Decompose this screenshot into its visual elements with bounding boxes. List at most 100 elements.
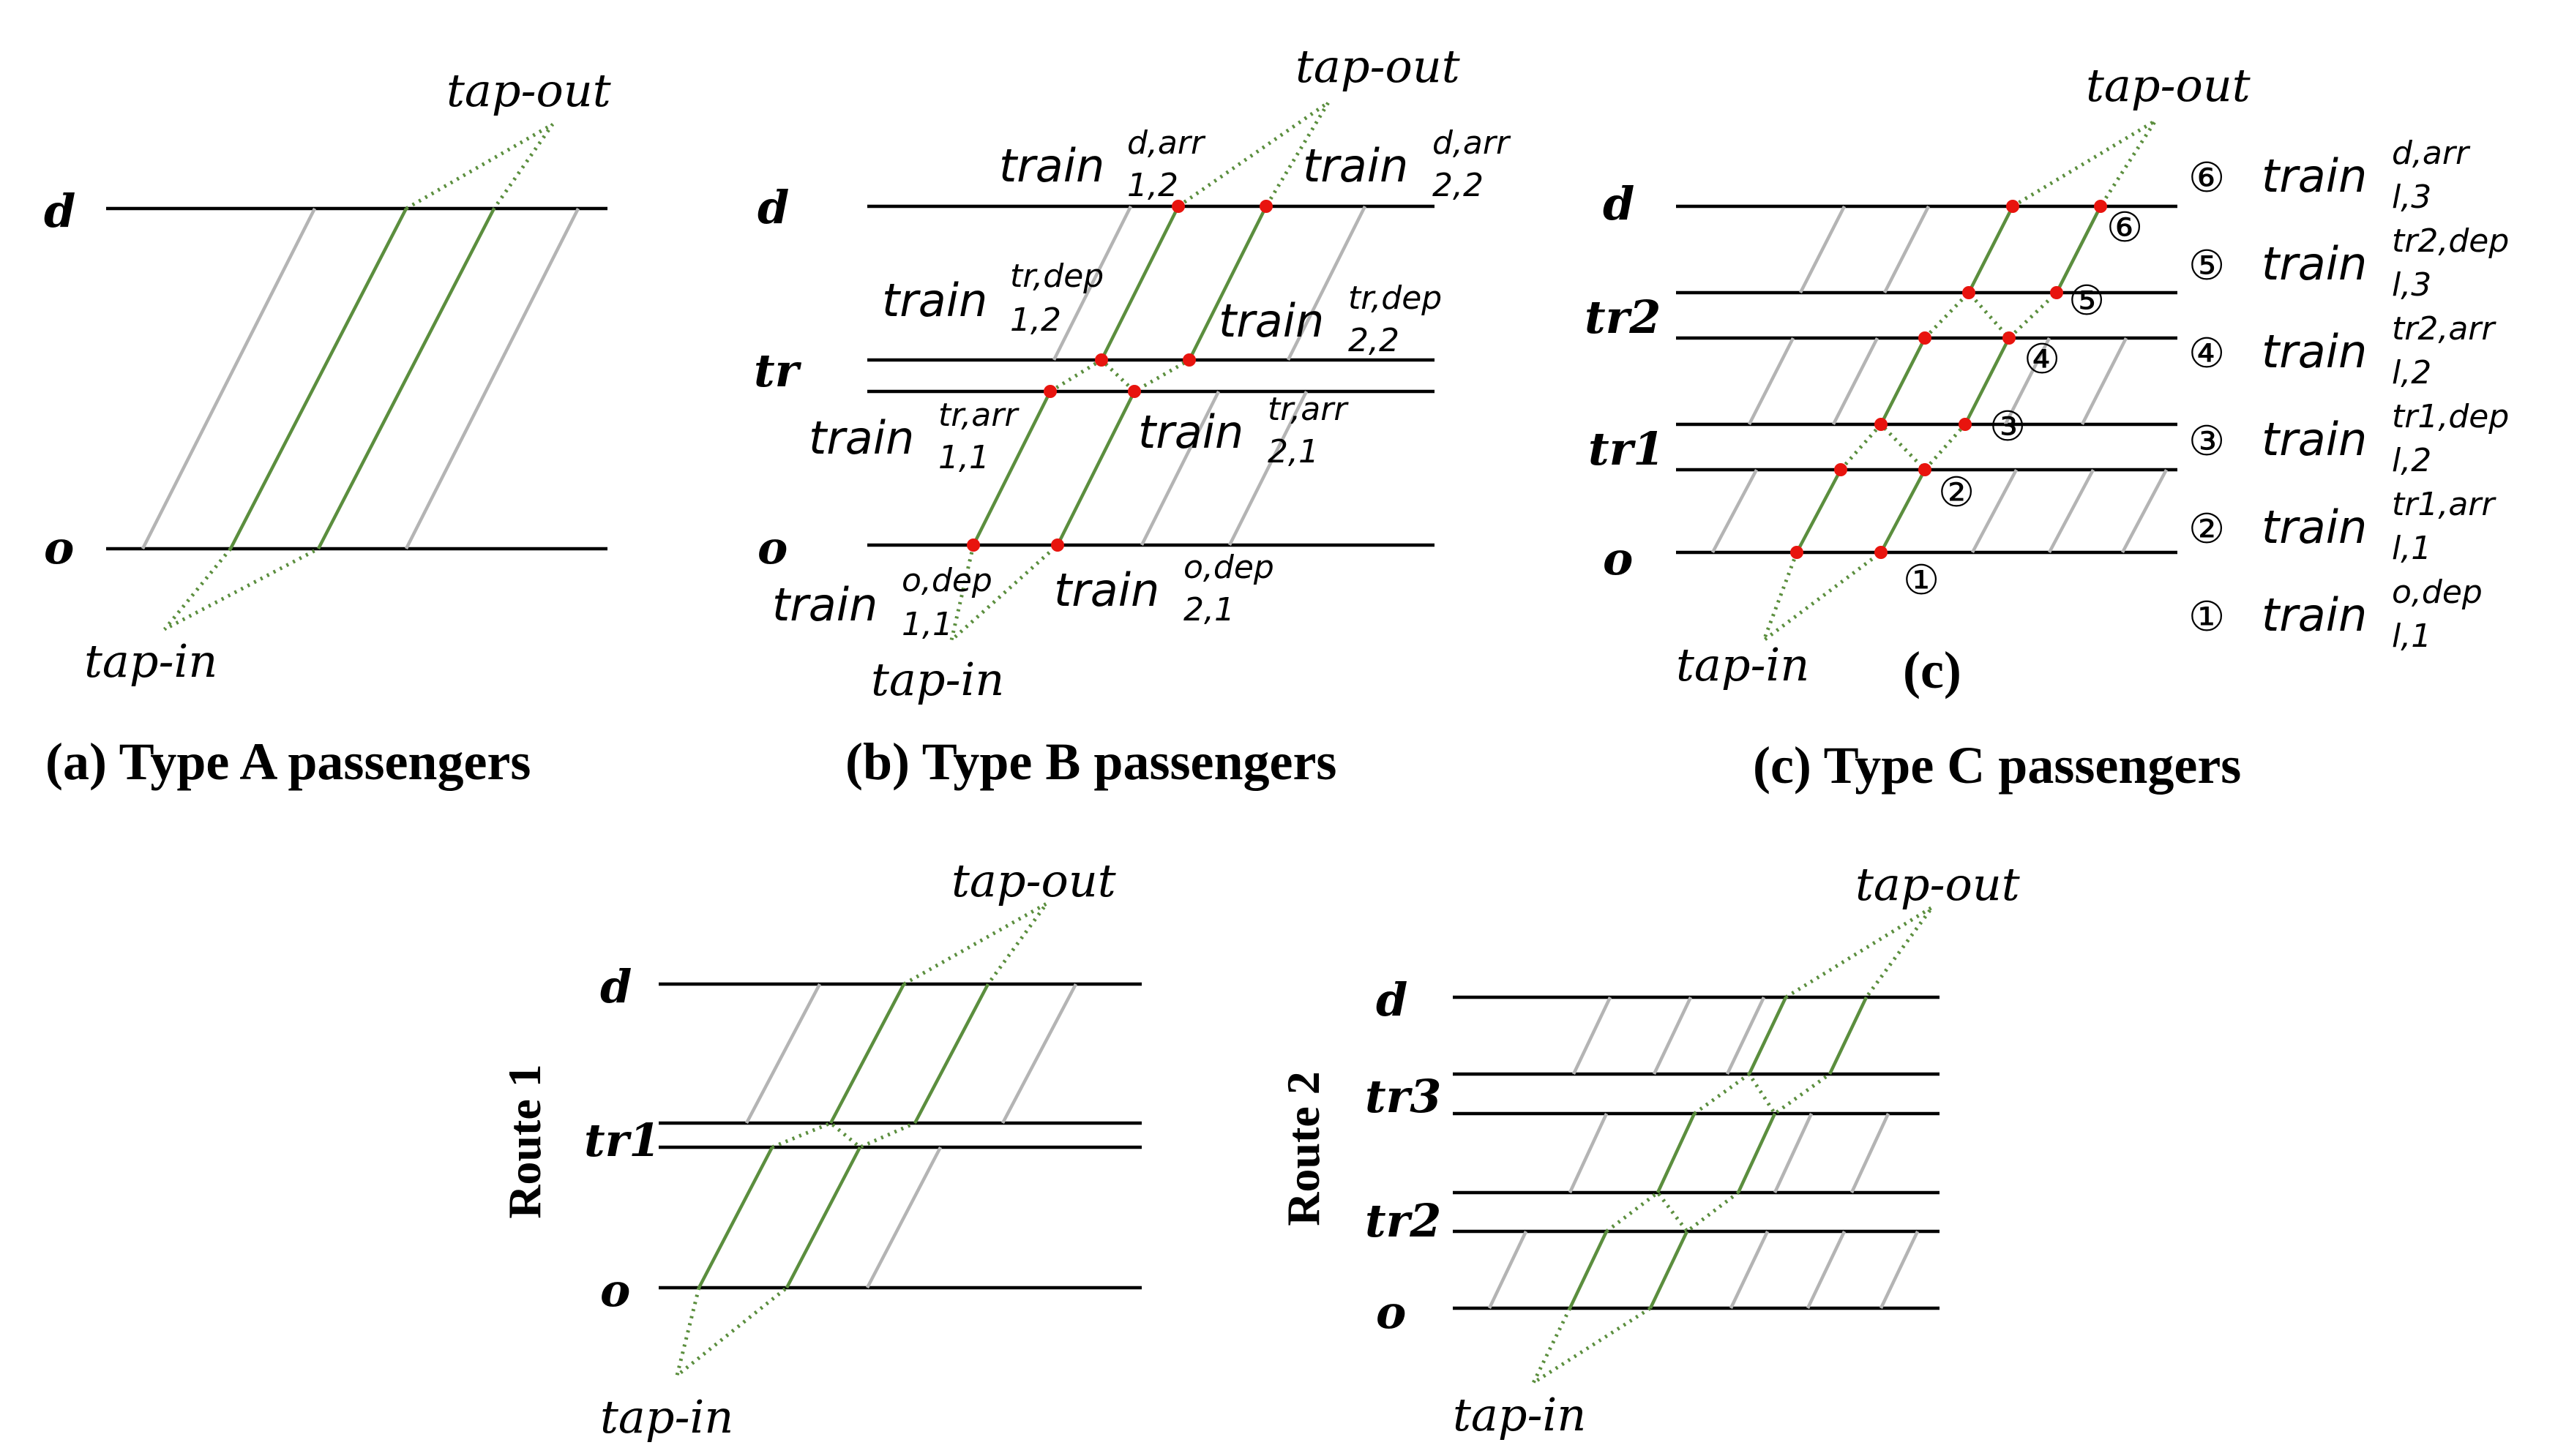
walk-tap-out: [902, 901, 1049, 986]
train-line-other: [1971, 468, 2018, 554]
legend: ⑥ train d,arr l,3 ⑤ train tr2,dep l,3 ④ …: [2188, 135, 2509, 655]
panel-b-type-b: d tr o tap-out tap-in train d,arr 1,2 tr…: [754, 40, 1511, 791]
train-line-other: [1729, 1231, 1770, 1309]
train-line-used: [1747, 997, 1788, 1075]
route-1-panel: d tr1 o tap-out tap-in Route 1: [498, 854, 1142, 1444]
marker-2: ②: [1938, 469, 1975, 517]
legend-item: ⑤ train tr2,dep l,3: [2188, 222, 2509, 304]
event-point: [1962, 286, 1975, 299]
tap-out-label: tap-out: [1295, 40, 1460, 93]
station-label-o: o: [758, 521, 788, 574]
marker-6: ⑥: [2106, 204, 2143, 252]
station-label-o: o: [1376, 1286, 1406, 1339]
event-point: [1790, 546, 1803, 559]
train-line-used: [1187, 205, 1268, 361]
legend-marker: ①: [2188, 593, 2225, 641]
train-superscript: o,dep: [1183, 549, 1274, 586]
legend-item: ③ train tr1,dep l,2: [2188, 398, 2509, 479]
train-line-other: [1831, 337, 1879, 426]
train-word: train: [2262, 588, 2367, 642]
train-subscript: l,1: [2392, 530, 2431, 567]
legend-marker: ③: [2188, 418, 2225, 465]
train-line-used: [1963, 337, 2011, 426]
train-superscript: tr,dep: [1010, 258, 1104, 295]
train-word: train: [2262, 500, 2367, 554]
train-superscript: tr2,arr: [2392, 310, 2496, 348]
train-line-other: [2080, 337, 2128, 426]
station-label-tr3: tr3: [1365, 1070, 1441, 1123]
legend-item: ④ train tr2,arr l,2: [2188, 310, 2496, 391]
panel-a-type-a: d o tap-out tap-in (a) Type A passengers: [44, 64, 611, 791]
train-line-other: [2048, 468, 2095, 554]
train-subscript: 1,2: [1010, 301, 1061, 339]
tap-in-label: tap-in: [871, 653, 1004, 706]
route-1-label: Route 1: [498, 1064, 550, 1219]
station-label-tr: tr: [754, 344, 802, 397]
train-line-other: [1568, 1113, 1609, 1193]
train-label: train tr,dep 1,2: [882, 258, 1104, 339]
legend-marker: ⑥: [2188, 154, 2225, 202]
train-line-other: [1773, 1113, 1814, 1193]
train-label: train tr,arr 1,1: [809, 397, 1020, 476]
train-word: train: [2262, 149, 2367, 203]
legend-item: ② train tr1,arr l,1: [2188, 486, 2496, 567]
legend-marker: ⑤: [2188, 242, 2225, 290]
train-word: train: [809, 411, 914, 465]
train-line-used: [1568, 1231, 1609, 1309]
event-point: [1172, 200, 1185, 213]
train-line-used: [829, 983, 905, 1125]
train-label: train o,dep 1,1: [772, 562, 992, 643]
train-subscript: l,3: [2392, 179, 2431, 216]
train-line-used: [1795, 468, 1842, 554]
train-subscript: l,1: [2392, 618, 2431, 655]
train-line-used: [971, 390, 1052, 547]
marker-5: ⑤: [2068, 277, 2105, 325]
tap-in-label: tap-in: [1453, 1388, 1586, 1441]
train-subscript: 2,1: [1268, 433, 1319, 470]
train-superscript: o,dep: [2392, 574, 2483, 611]
tap-in-label: tap-in: [1676, 638, 1809, 691]
train-label: train o,dep 2,1: [1054, 549, 1274, 628]
walk-transfer-tr2: [1605, 1190, 1740, 1234]
train-line-used: [1055, 390, 1137, 547]
walk-tap-in: [1759, 551, 1882, 646]
event-point: [1183, 353, 1196, 367]
marker-1: ①: [1903, 557, 1940, 604]
train-line-other: [866, 1146, 942, 1289]
station-label-d: d: [758, 181, 789, 234]
tap-out-label: tap-out: [1855, 858, 2020, 911]
station-label-o: o: [44, 521, 74, 574]
event-point: [2002, 331, 2016, 345]
event-point: [1959, 418, 1972, 431]
train-subscript: 2,2: [1432, 167, 1484, 204]
tap-in-label: tap-in: [600, 1390, 733, 1444]
panel-c-type-c: ① ② ③ ④ ⑤ ⑥ d tr2 tr1 o tap-out tap-in (…: [1585, 59, 2509, 795]
train-line-other: [1711, 468, 1758, 554]
walk-tap-out: [2011, 119, 2158, 209]
train-line-used: [1967, 205, 2015, 294]
train-superscript: tr2,dep: [2392, 222, 2509, 260]
train-subscript: 2,2: [1348, 322, 1399, 359]
legend-marker: ②: [2188, 506, 2225, 553]
tap-out-label: tap-out: [2086, 59, 2251, 112]
train-word: train: [1219, 294, 1324, 348]
train-line-used: [1648, 1231, 1689, 1309]
walk-tap-out: [1784, 905, 1934, 999]
tap-out-label: tap-out: [446, 64, 611, 117]
event-point: [2094, 200, 2107, 213]
train-line-other: [1849, 1113, 1890, 1193]
train-word: train: [882, 274, 987, 327]
train-word: train: [772, 578, 878, 631]
train-superscript: tr,dep: [1348, 279, 1442, 317]
event-point: [2006, 200, 2019, 213]
train-superscript: d,arr: [1127, 124, 1206, 162]
legend-marker: ④: [2188, 330, 2225, 378]
event-point: [1095, 353, 1108, 367]
train-line-used: [1879, 468, 1926, 554]
station-label-tr1: tr1: [584, 1114, 660, 1167]
event-point: [1044, 385, 1057, 398]
train-line-other: [1798, 205, 1847, 294]
train-line-other: [1882, 205, 1931, 294]
station-label-tr2: tr2: [1365, 1194, 1441, 1247]
train-line-other: [1806, 1231, 1847, 1309]
